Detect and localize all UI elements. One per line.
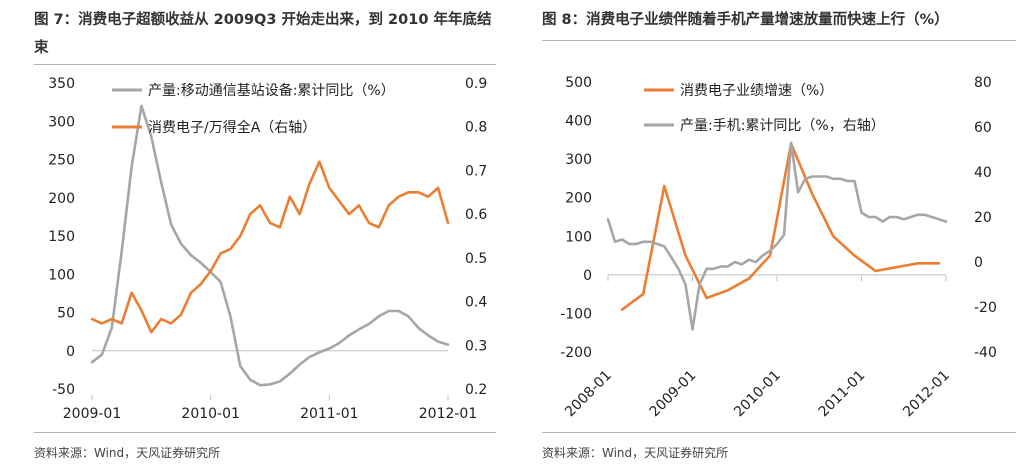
chart2-ytick-left: 200 — [565, 191, 592, 207]
chart2-ytick-left: 0 — [583, 268, 592, 284]
chart1-xtick-label: 2012-01 — [419, 406, 478, 422]
chart1-legend-label-1: 产量:移动通信基站设备:累计同比（%） — [148, 82, 395, 99]
chart2-series-2-line — [606, 141, 948, 331]
chart1-ytick-left: 200 — [48, 191, 75, 207]
chart1-ytick-left: 150 — [48, 229, 75, 245]
chart1-ytick-left: 300 — [48, 114, 75, 130]
source-rule-1 — [34, 432, 496, 433]
chart1-ytick-right: 0.3 — [465, 338, 487, 354]
chart1-series-2-line — [90, 160, 450, 334]
chart2-xtick-label: 2011-01 — [816, 368, 869, 421]
chart2-ytick-right: 60 — [974, 120, 992, 136]
chart1-ytick-left: 250 — [48, 153, 75, 169]
chart1-ytick-right: 0.8 — [465, 120, 487, 136]
chart1-ytick-right: 0.4 — [465, 295, 487, 311]
source-note-2: 资料来源：Wind，天风证券研究所 — [542, 446, 729, 460]
chart2-ytick-right: 80 — [974, 75, 992, 91]
chart2-ytick-left: 100 — [565, 229, 592, 245]
chart2-legend-label-1: 消费电子业绩增速（%） — [680, 83, 833, 99]
chart2-xtick-label: 2012-01 — [900, 368, 953, 421]
chart1-xtick-label: 2011-01 — [300, 406, 359, 422]
chart2-ytick-left: -200 — [560, 345, 592, 361]
chart2-xtick-label: 2010-01 — [731, 368, 784, 421]
chart1-xtick-label: 2009-01 — [63, 406, 122, 422]
chart1-ytick-right: 0.6 — [465, 207, 487, 223]
chart1-ytick-left: 100 — [48, 267, 75, 283]
chart-panel-2: 图 8：消费电子业绩伴随着手机产量增速放量而快速上行（%） -200 -100 0 1… — [512, 0, 1020, 474]
chart2-legend-label-2: 产量:手机:累计同比（%，右轴） — [680, 118, 885, 134]
chart1-ytick-left: -50 — [52, 382, 75, 398]
chart-2-svg: -200-1000100200300400500-40-200204060802… — [560, 75, 997, 421]
chart-panel-1: 图 7：消费电子超额收益从 2009Q3 开始走出来，到 2010 年年底结束 … — [0, 0, 500, 474]
chart1-ytick-left: 0 — [66, 344, 75, 360]
chart2-ytick-left: 300 — [565, 152, 592, 168]
chart1-ytick-right: 0.5 — [465, 251, 487, 267]
chart-title-2: 图 8：消费电子业绩伴随着手机产量增速放量而快速上行（%） — [542, 12, 949, 28]
chart2-ytick-right: 20 — [974, 210, 992, 226]
chart2-ytick-right: -40 — [974, 345, 997, 361]
chart2-ytick-left: 400 — [565, 114, 592, 130]
chart1-legend-label-2: 消费电子/万得全A（右轴） — [148, 119, 316, 136]
title-rule-1 — [34, 64, 496, 65]
chart2-ytick-right: 0 — [974, 255, 983, 271]
source-note-1: 资料来源：Wind，天风证券研究所 — [34, 446, 221, 460]
chart1-ytick-left: 350 — [48, 76, 75, 92]
chart1-ytick-left: 50 — [57, 306, 75, 322]
chart1-ytick-right: 0.9 — [465, 76, 487, 92]
chart2-ytick-right: 40 — [974, 165, 992, 181]
chart2-ytick-left: 500 — [565, 75, 592, 91]
chart-title-1: 图 7：消费电子超额收益从 2009Q3 开始走出来，到 2010 年年底结束 — [34, 12, 492, 56]
chart1-ytick-right: 0.7 — [465, 163, 487, 179]
source-rule-2 — [542, 432, 1016, 433]
chart2-xtick-label: 2008-01 — [562, 368, 615, 421]
chart1-series-1-line — [90, 104, 450, 387]
chart2-series-1-line — [620, 142, 941, 311]
title-rule-2 — [542, 40, 1016, 41]
chart1-xtick-label: 2010-01 — [181, 406, 240, 422]
chart2-ytick-left: -100 — [560, 306, 592, 322]
chart2-ytick-right: -20 — [974, 300, 997, 316]
chart-1-svg: -50 0 50 100 150 200 250 300 350 0.2 0.3 0.4 0.5 0.6 0… — [48, 76, 487, 422]
chart1-ytick-right: 0.2 — [465, 382, 487, 398]
chart2-xtick-label: 2009-01 — [647, 368, 700, 421]
